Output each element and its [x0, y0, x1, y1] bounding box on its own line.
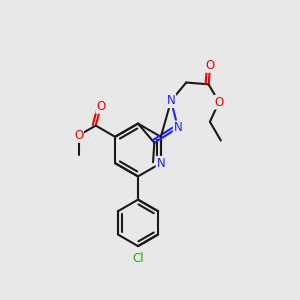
Text: O: O	[206, 59, 215, 72]
Text: Cl: Cl	[132, 252, 144, 265]
Text: N: N	[157, 157, 165, 170]
Text: O: O	[96, 100, 106, 113]
Text: N: N	[167, 94, 176, 107]
Text: O: O	[214, 96, 224, 109]
Text: N: N	[174, 121, 182, 134]
Text: O: O	[74, 129, 83, 142]
